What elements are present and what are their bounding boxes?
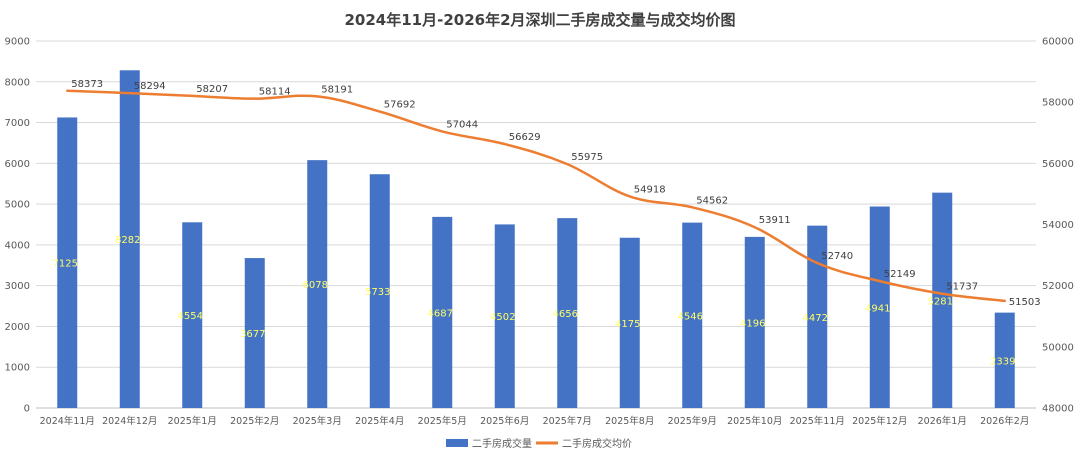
line-data-label: 53911	[759, 215, 791, 226]
right-axis-tick-label: 54000	[1042, 220, 1074, 231]
line-data-label: 58114	[259, 87, 291, 98]
x-axis: 2024年11月 2024年12月 2025年1月 2025年2月 2025年3月 202…	[40, 415, 1030, 427]
bar	[869, 206, 890, 408]
left-axis-tick-label: 1000	[5, 363, 30, 374]
line-data-label: 54918	[634, 184, 666, 195]
x-axis-tick-label: 2025年11月	[790, 415, 845, 427]
line-data-label: 58207	[196, 84, 228, 95]
bar-data-label: 6078	[303, 280, 328, 291]
bar	[744, 236, 765, 408]
bar	[182, 222, 203, 408]
legend-label-volume: 二手房成交量	[472, 437, 532, 450]
line-data-label: 52740	[821, 251, 853, 262]
x-axis-tick-label: 2025年12月	[852, 415, 907, 427]
bar-data-label: 4941	[865, 303, 890, 314]
bar-data-label: 4502	[490, 312, 515, 323]
line-data-label: 54562	[696, 195, 728, 206]
x-axis-tick-label: 2025年6月	[480, 415, 529, 427]
line-data-label: 58294	[134, 81, 166, 92]
x-axis-tick-label: 2025年4月	[355, 415, 404, 427]
right-axis-tick-label: 50000	[1042, 342, 1074, 353]
x-axis-tick-label: 2025年8月	[605, 415, 654, 427]
right-axis-tick-label: 52000	[1042, 281, 1074, 292]
x-axis-tick-label: 2025年3月	[293, 415, 342, 427]
x-axis-tick-label: 2026年1月	[918, 415, 967, 427]
bar	[119, 70, 140, 408]
x-axis-tick-label: 2025年2月	[230, 415, 279, 427]
x-axis-tick-label: 2026年2月	[980, 415, 1029, 427]
line-data-label: 58373	[71, 79, 103, 90]
bar-data-labels: 7125 8282 4554 3677 6078 5733 4687 4502 4656 4175…	[53, 235, 1016, 367]
right-axis-tick-label: 60000	[1042, 37, 1074, 48]
bar-data-label: 7125	[53, 259, 78, 270]
bar-data-label: 4472	[803, 313, 828, 324]
bar-data-label: 4656	[553, 309, 578, 320]
x-axis-tick-label: 2025年9月	[668, 415, 717, 427]
line-data-label: 55975	[571, 152, 603, 163]
bar-data-label: 5733	[365, 287, 390, 298]
left-axis-tick-label: 3000	[5, 281, 30, 292]
left-axis-tick-label: 9000	[5, 37, 30, 48]
line-data-label: 56629	[509, 132, 541, 143]
line-data-label: 57044	[446, 119, 478, 130]
bar	[244, 258, 265, 408]
bar	[307, 160, 328, 408]
bar	[682, 222, 703, 408]
x-axis-tick-label: 2025年5月	[418, 415, 467, 427]
bar-data-label: 4687	[428, 308, 453, 319]
x-axis-tick-label: 2024年11月	[40, 415, 95, 427]
bar	[494, 224, 515, 408]
bar-data-label: 3677	[240, 329, 265, 340]
right-axis-tick-label: 58000	[1042, 98, 1074, 109]
line-data-label: 57692	[384, 100, 416, 111]
legend-swatch-volume	[446, 439, 468, 447]
left-axis-tick-label: 5000	[5, 200, 30, 211]
bar-data-label: 5281	[928, 296, 953, 307]
bar	[619, 237, 640, 408]
line-series-price	[66, 89, 1006, 303]
right-axis-tick-label: 48000	[1042, 404, 1074, 415]
right-axis-tick-label: 56000	[1042, 159, 1074, 170]
line-data-labels: 58373 58294 58207 58114 58191 57692 57044 56629…	[71, 79, 1040, 308]
line-data-label: 58191	[321, 84, 353, 95]
chart-title: 2024年11月-2026年2月深圳二手房成交量与成交均价图	[344, 11, 735, 29]
bar	[57, 117, 78, 408]
bar-data-label: 4196	[740, 318, 765, 329]
bar-data-label: 2339	[990, 356, 1015, 367]
bar-data-label: 8282	[115, 235, 140, 246]
left-axis-tick-label: 7000	[5, 118, 30, 129]
x-axis-tick-label: 2025年10月	[727, 415, 782, 427]
bar	[432, 216, 453, 408]
bar-data-label: 4554	[178, 311, 203, 322]
line-data-label: 51503	[1009, 297, 1041, 308]
bar	[807, 225, 828, 408]
left-axis-tick-label: 0	[24, 404, 30, 415]
left-axis-tick-label: 6000	[5, 159, 30, 170]
bar	[932, 192, 953, 408]
x-axis-tick-label: 2024年12月	[102, 415, 157, 427]
left-axis-tick-label: 4000	[5, 240, 30, 251]
legend-label-price: 二手房成交均价	[562, 437, 632, 450]
line-data-label: 52149	[884, 269, 916, 280]
bar	[369, 174, 390, 408]
bar-data-label: 4175	[615, 319, 640, 330]
left-axis-tick-label: 8000	[5, 77, 30, 88]
bar-data-label: 4546	[678, 311, 703, 322]
legend: 二手房成交量 二手房成交均价	[446, 437, 632, 450]
line-data-label: 51737	[946, 282, 978, 293]
x-axis-tick-label: 2025年1月	[168, 415, 217, 427]
gridlines	[36, 40, 1036, 409]
left-axis-tick-label: 2000	[5, 322, 30, 333]
bar	[557, 218, 578, 408]
left-y-axis: 0 1000 2000 3000 4000 5000 6000 7000 8000 9000	[5, 37, 30, 415]
right-y-axis: 48000 50000 52000 54000 56000 58000 60000	[1042, 37, 1074, 415]
price-line	[66, 89, 1006, 303]
x-axis-tick-label: 2025年7月	[543, 415, 592, 427]
bar-series-volume	[57, 70, 1015, 408]
bar	[994, 312, 1015, 408]
